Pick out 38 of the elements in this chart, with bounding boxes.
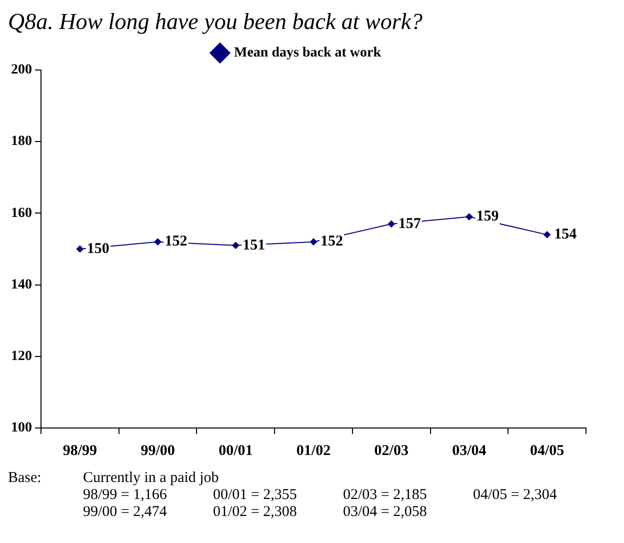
point [544, 231, 551, 238]
text: Base: [8, 470, 42, 487]
x-tick-label: 03/04 [452, 442, 487, 459]
text: 01/02 = 2,308 [213, 504, 298, 521]
text: 02/03 = 2,185 [343, 487, 428, 504]
point [388, 220, 395, 228]
data-label: 151 [242, 237, 266, 254]
chart-title: Q8a. How long have you been back at work? [8, 8, 424, 36]
data-label: 159 [476, 208, 499, 225]
x-tick-label: 98/99 [62, 442, 98, 459]
y-tick-label: 160 [11, 206, 32, 221]
point [466, 213, 473, 220]
text: 98/99 = 1,166 [83, 487, 168, 504]
y-tick-label: 100 [11, 420, 32, 436]
point [154, 238, 162, 246]
x-tick-label: 99/00 [140, 442, 175, 459]
point [76, 246, 84, 252]
point [310, 238, 317, 246]
data-label: 152 [320, 234, 343, 250]
text: 00/01 = 2,355 [213, 487, 298, 504]
x-tick-label: 02/03 [374, 442, 408, 459]
x-tick-label: 00/01 [218, 442, 253, 459]
data-label: 152 [164, 234, 188, 250]
data-label: 157 [398, 216, 422, 232]
legend-label: Mean days back at work [234, 46, 382, 61]
y-tick-label: 140 [11, 277, 32, 292]
data-label: 154 [554, 226, 578, 243]
text: 03/04 = 2,058 [343, 504, 428, 521]
x-tick-label: 01/02 [296, 442, 331, 459]
text: 04/05 = 2,304 [473, 487, 558, 504]
x-tick-label: 04/05 [530, 442, 564, 459]
text: 99/00 = 2,474 [83, 504, 168, 521]
y-tick-label: 200 [11, 62, 32, 78]
y-tick-label: 180 [11, 134, 32, 150]
text: Currently in a paid job [83, 470, 220, 487]
data-label: 150 [86, 240, 110, 257]
y-tick-label: 120 [11, 349, 32, 364]
point [232, 242, 240, 249]
